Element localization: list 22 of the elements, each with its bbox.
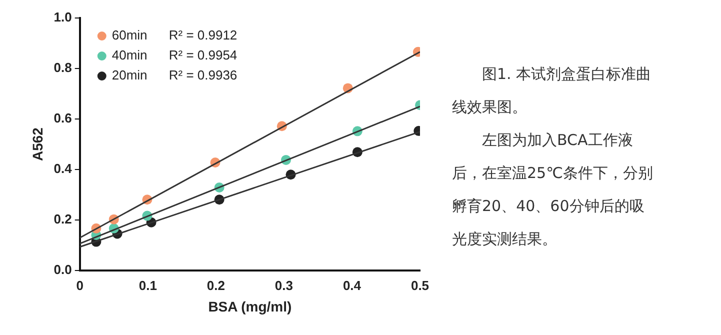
x-tick-label: 0.1 xyxy=(138,278,157,293)
x-tick-label: 0 xyxy=(76,278,84,293)
y-tick-label: 0.4 xyxy=(54,161,73,176)
caption: 图1. 本试剂盒蛋白标准曲线效果图。 xyxy=(452,64,652,118)
y-tick-label: 0.0 xyxy=(54,262,72,278)
annotation: R² = 0.9936 xyxy=(168,68,238,83)
x-tick-label: 0.2 xyxy=(206,278,225,293)
annotation: R² = 0.9912 xyxy=(168,28,238,43)
legend-label: 40min xyxy=(112,48,148,63)
y-tick-label: 0.8 xyxy=(54,60,72,76)
text: 左图为加入BCA工作液后，在室温25℃条件下，分别孵育20、40、60分钟后的吸光度实测结果。 xyxy=(452,130,654,250)
x-tick-label: 0.5 xyxy=(410,278,430,293)
x-tick-label: 0.4 xyxy=(342,278,362,293)
y-tick-label: 0.2 xyxy=(54,212,72,227)
x-tick-label: 0.3 xyxy=(274,278,293,293)
y-tick-label: 1.0 xyxy=(54,10,72,25)
annotation: R² = 0.9954 xyxy=(168,48,238,63)
x-axis-title: BSA (mg/ml) xyxy=(208,298,292,314)
y-axis-title: A562 xyxy=(29,127,46,162)
legend-label: 60min xyxy=(112,28,148,43)
y-tick-label: 0.6 xyxy=(54,110,72,126)
legend-label: 20min xyxy=(112,68,148,83)
